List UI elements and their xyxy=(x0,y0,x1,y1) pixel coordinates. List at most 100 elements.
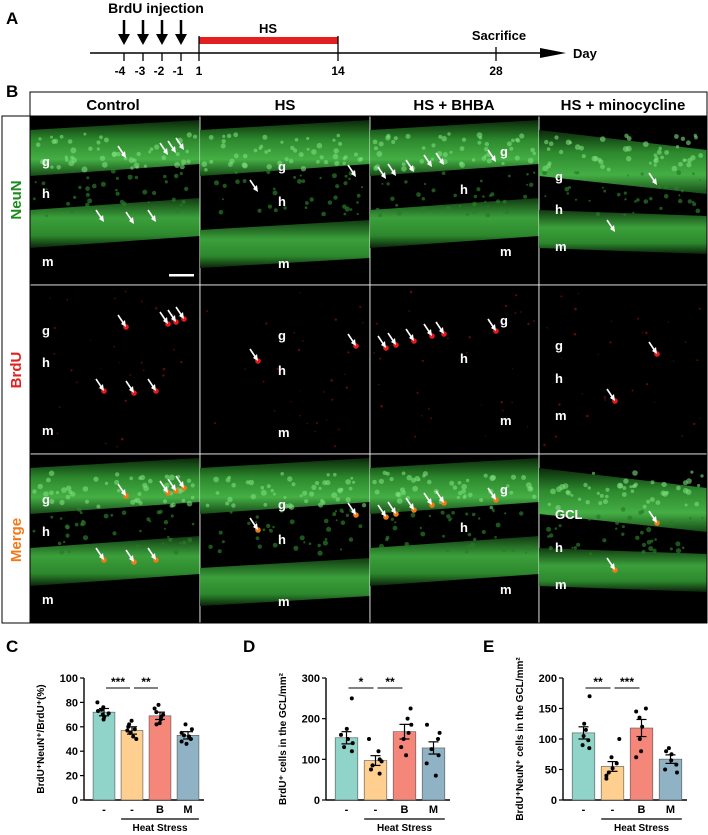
cell-arrowhead xyxy=(439,158,444,165)
data-point xyxy=(433,773,438,778)
cell-arrowhead xyxy=(99,553,104,560)
data-point xyxy=(129,718,134,723)
injection-arrow xyxy=(156,20,168,45)
region-label-h: h xyxy=(42,524,50,539)
cell-arrowhead xyxy=(391,338,396,345)
data-point xyxy=(370,763,375,768)
micrograph-tile: g h m xyxy=(199,453,371,624)
data-point xyxy=(188,737,193,741)
significance-label: *** xyxy=(620,675,634,689)
cell-arrowhead xyxy=(171,146,176,153)
tick-label: -3 xyxy=(135,64,146,78)
panel-e-letter: E xyxy=(483,637,494,656)
cell-arrowhead xyxy=(391,507,396,514)
bar xyxy=(571,732,596,801)
timeline-arrowhead xyxy=(540,48,566,58)
cell-arrowhead xyxy=(409,165,414,172)
bar xyxy=(363,760,388,801)
significance-label: *** xyxy=(111,675,125,689)
y-tick-label: 200 xyxy=(302,714,320,726)
cell-arrowhead xyxy=(610,394,615,401)
data-point xyxy=(634,755,639,760)
significance-label: ** xyxy=(141,675,151,689)
data-point xyxy=(406,730,411,735)
category-label: - xyxy=(102,804,106,816)
data-point xyxy=(134,737,139,741)
day-label: Day xyxy=(573,46,598,61)
timeline-ticks xyxy=(123,36,497,61)
cell-arrowhead xyxy=(99,215,104,222)
data-point xyxy=(580,743,585,748)
data-point xyxy=(101,717,106,722)
data-point xyxy=(606,770,611,775)
bar xyxy=(148,715,172,801)
y-tick-label: 0 xyxy=(72,795,78,807)
chart-d: 0 100 200 300 BrdU⁺ cells in the GCL/mm² - - B M… xyxy=(278,672,450,834)
region-label-h: h xyxy=(555,202,563,217)
category-label: - xyxy=(582,804,586,816)
data-point xyxy=(350,741,355,746)
data-point xyxy=(344,726,349,731)
data-point xyxy=(604,776,609,781)
cell-arrowhead xyxy=(129,555,134,562)
cell-arrowhead xyxy=(409,503,414,510)
data-point xyxy=(125,728,130,733)
hs-period-bar xyxy=(199,37,338,44)
region-label-m: m xyxy=(500,244,512,259)
micrograph-tile: g h m xyxy=(369,115,540,286)
data-point xyxy=(586,738,591,743)
cell-arrowhead xyxy=(121,320,126,327)
bar xyxy=(334,737,359,801)
data-point xyxy=(377,771,382,776)
cell-arrowhead xyxy=(351,508,356,515)
cell-arrowhead xyxy=(439,327,444,334)
data-point xyxy=(154,722,159,727)
data-point xyxy=(342,745,347,750)
category-label: B xyxy=(638,804,646,816)
data-point xyxy=(640,724,645,729)
micrograph-tile: g h m xyxy=(369,453,540,624)
micrograph-tile: g h m xyxy=(369,284,540,455)
data-point xyxy=(666,746,671,751)
data-point xyxy=(604,773,609,778)
data-point xyxy=(581,733,586,738)
data-point xyxy=(156,702,161,707)
chart-e: 0 50 100 150 200 BrdU⁺NeuN⁺ cells in the GCL/… xyxy=(515,657,687,834)
tick-label: -1 xyxy=(173,64,184,78)
category-label: M xyxy=(183,804,192,816)
timeline: HS BrdU injection -4 -3 -2 -1 1 14 28 Sa… xyxy=(90,0,598,78)
group-label: Heat Stress xyxy=(377,823,432,834)
cell-arrowhead xyxy=(253,185,258,192)
column-header: Control xyxy=(86,97,139,114)
data-point xyxy=(128,730,133,735)
data-point xyxy=(429,747,434,752)
column-header: HS + minocycline xyxy=(561,97,686,114)
cell-arrowhead xyxy=(151,215,156,222)
cell-arrowhead xyxy=(99,384,104,391)
injection-arrows xyxy=(118,20,187,45)
cell-arrowhead xyxy=(253,354,258,361)
cell-arrowhead xyxy=(652,178,657,185)
data-point xyxy=(669,758,674,763)
y-axis-label: BrdU⁺NeuN⁺/BrdU⁺(%) xyxy=(36,684,47,793)
data-point xyxy=(379,759,384,764)
data-point xyxy=(157,721,162,726)
cell-arrowhead xyxy=(129,217,134,224)
data-point xyxy=(179,730,184,735)
category-label: B xyxy=(401,804,409,816)
data-point xyxy=(587,694,592,699)
y-tick-label: 60 xyxy=(66,722,78,734)
tick-label: 28 xyxy=(489,64,503,78)
microscopy-grid: g h m g h m g h m g h m g h m g h m g h m g h m g h m g h m g h m GCL h m xyxy=(29,115,708,624)
cell-arrowhead xyxy=(171,484,176,491)
data-point xyxy=(675,770,679,775)
data-point xyxy=(106,711,111,716)
column-header-box xyxy=(29,91,708,117)
micrograph-tile: g h m xyxy=(29,284,201,455)
row-label-merge: Merge xyxy=(8,518,25,562)
row-label-brdu: BrdU xyxy=(8,352,25,389)
micrograph-tile: g h m xyxy=(199,284,371,455)
row-label-neun: NeuN xyxy=(8,180,25,219)
panel-d-letter: D xyxy=(243,637,255,656)
y-tick-label: 100 xyxy=(302,754,320,766)
